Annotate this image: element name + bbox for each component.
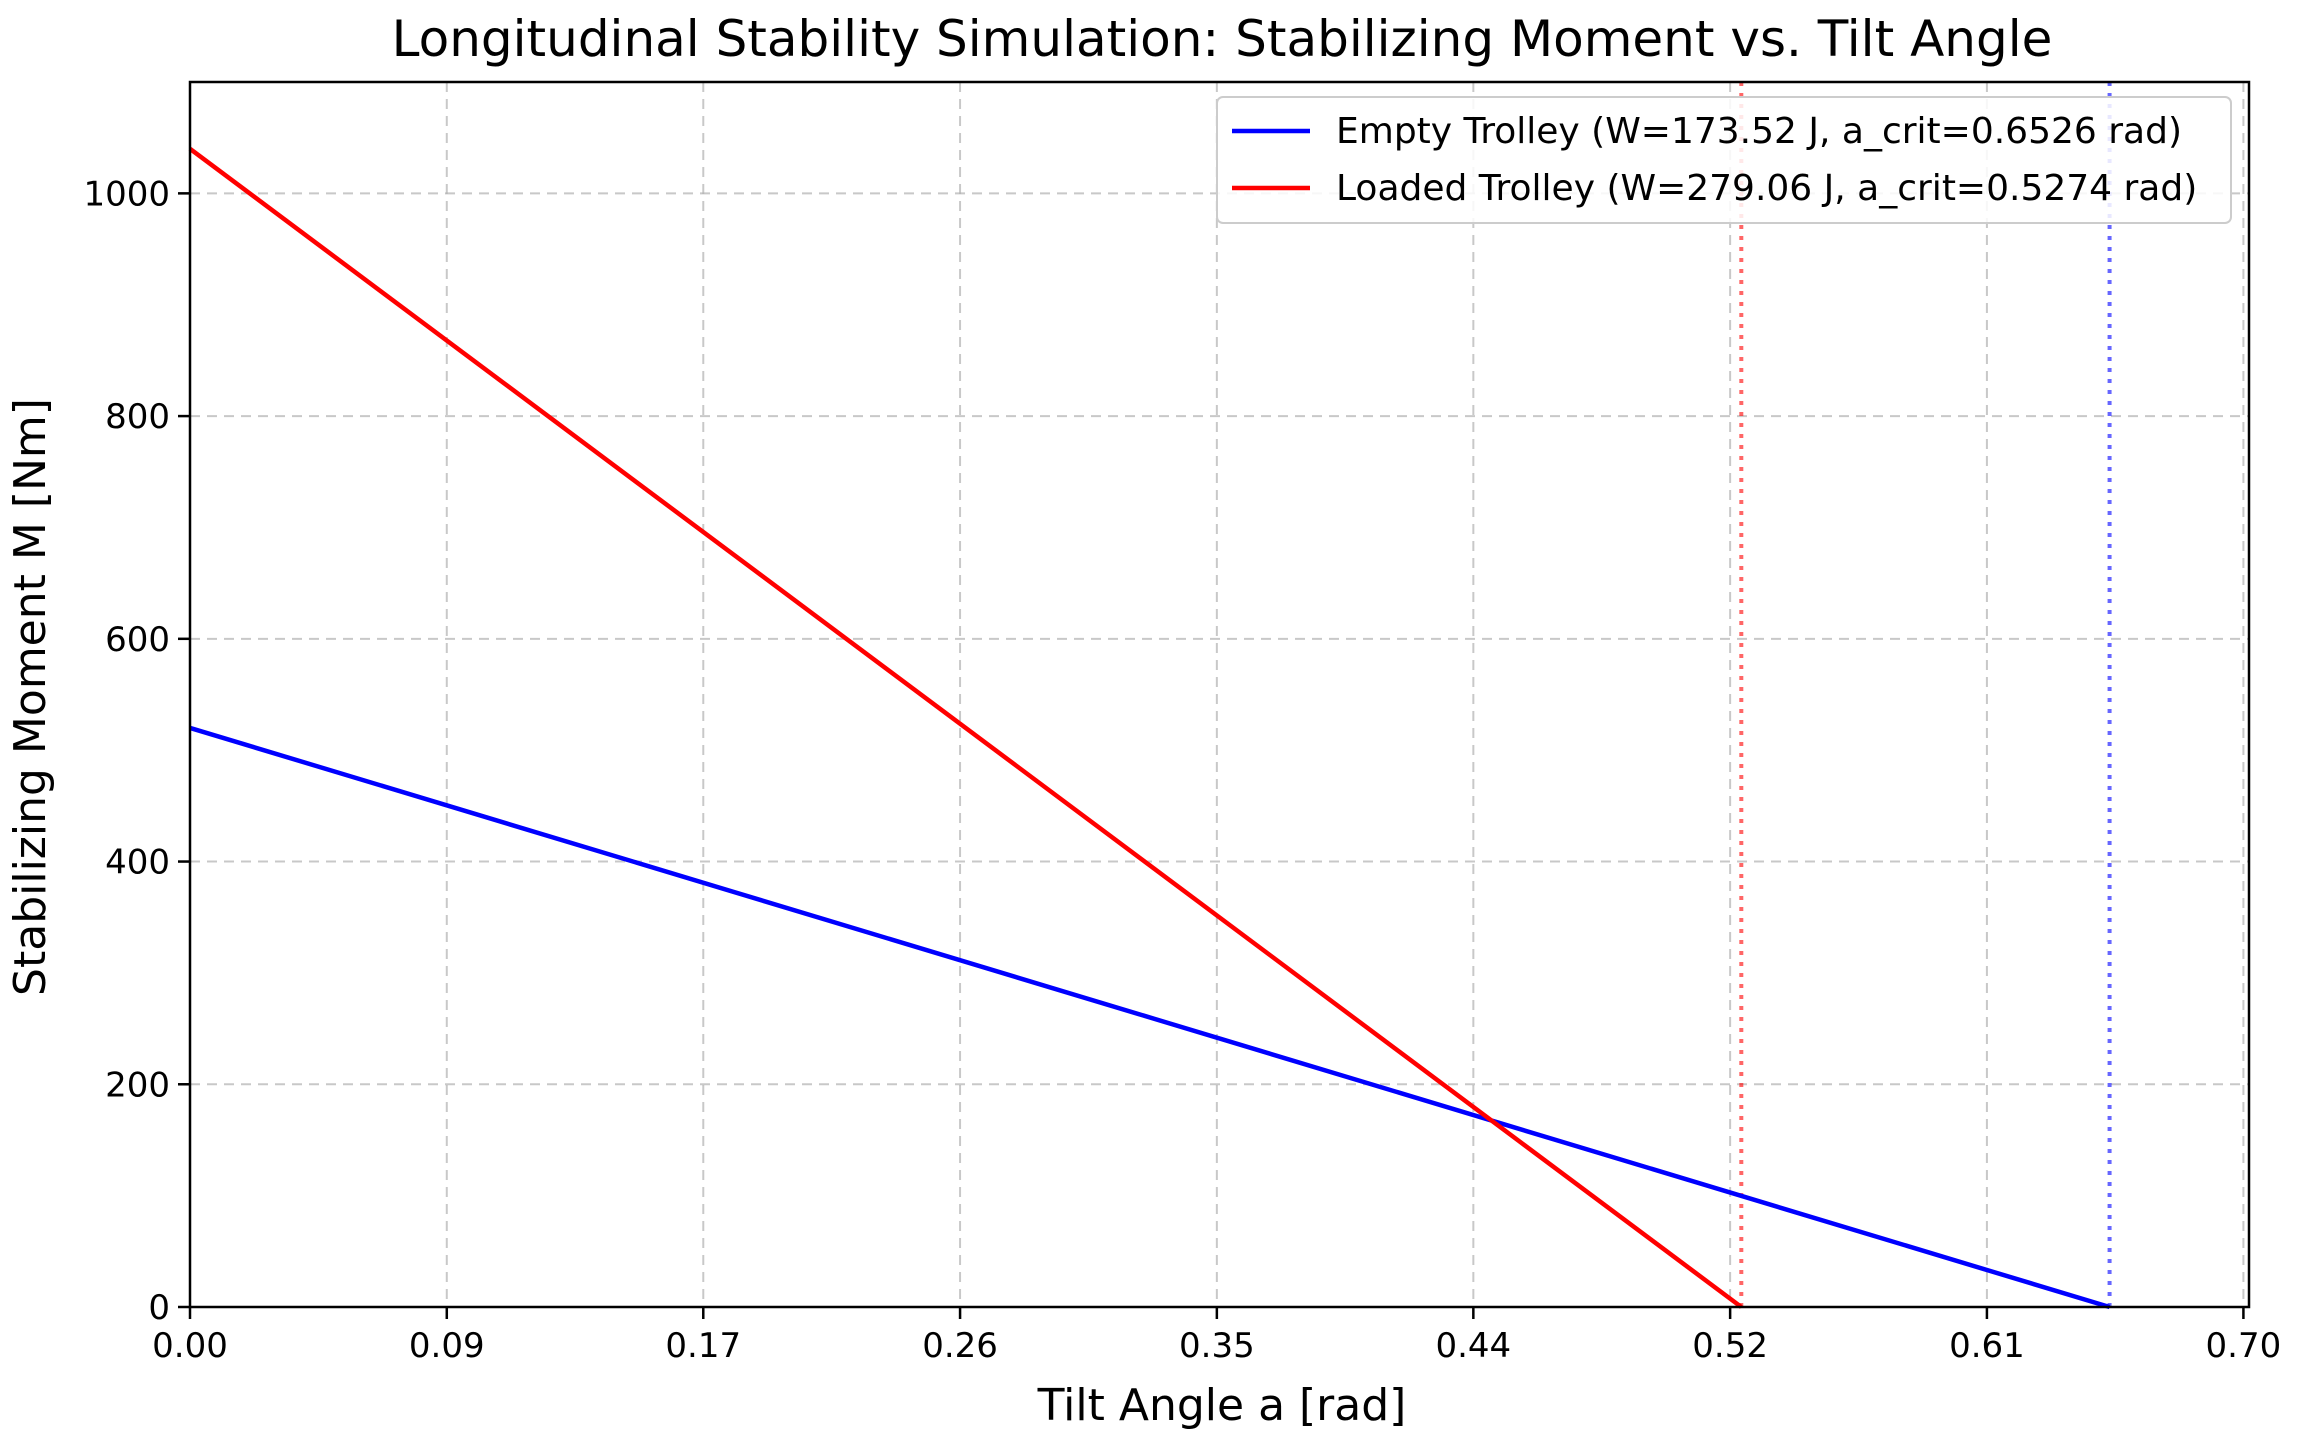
legend-label: Empty Trolley (W=173.52 J, a_crit=0.6526… [1336,111,2182,152]
x-axis-ticks: 0.00 0.09 0.17 0.26 0.35 0.44 0.52 0.61 0.70 [152,1307,2281,1366]
y-tick-label: 1000 [83,174,170,214]
chart-title: Longitudinal Stability Simulation: Stabi… [392,10,2053,68]
y-tick-label: 800 [105,397,170,437]
x-axis-label: Tilt Angle a [rad] [1037,1380,1407,1431]
x-tick-label: 0.26 [922,1326,998,1366]
x-tick-label: 0.70 [2206,1326,2282,1366]
series-line-1 [189,725,2111,1310]
y-axis-label: Stabilizing Moment M [Nm] [5,398,56,996]
y-tick-label: 0 [148,1288,170,1328]
x-tick-label: 0.61 [1949,1326,2025,1366]
plot-frame [188,80,2251,1309]
x-tick-label: 0.35 [1179,1326,1255,1366]
y-tick-label: 200 [105,1065,170,1105]
legend-box [1216,96,2232,224]
y-axis-ticks: 0 200 400 600 800 1000 [83,174,190,1328]
series-line-2 [188,147,1743,1309]
legend-label: Loaded Trolley (W=279.06 J, a_crit=0.527… [1336,168,2197,209]
x-tick-label: 0.52 [1692,1326,1768,1366]
x-tick-label: 0.09 [409,1326,485,1366]
legend: Empty Trolley (W=173.52 J, a_crit=0.6526… [1216,96,2232,224]
x-tick-label: 0.00 [152,1326,228,1366]
series-lines [188,147,2111,1310]
x-tick-label: 0.17 [665,1326,741,1366]
x-tick-label: 0.44 [1435,1326,1511,1366]
y-tick-label: 600 [105,620,170,660]
y-tick-label: 400 [105,843,170,883]
